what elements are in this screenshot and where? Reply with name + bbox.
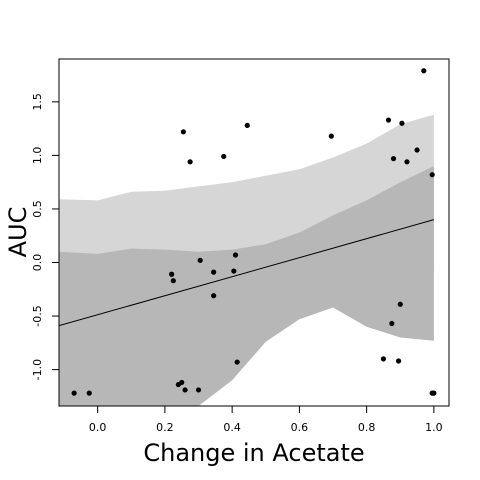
y-tick-label: 0.5 <box>31 200 44 218</box>
x-axis-title: Change in Acetate <box>143 439 364 467</box>
data-point <box>235 359 240 364</box>
y-axis-title: AUC <box>4 207 32 258</box>
data-point <box>431 391 436 396</box>
y-axis: -1.0 -0.5 0.0 0.5 1.0 1.5 <box>31 93 59 380</box>
x-tick-label: 1.0 <box>425 421 443 434</box>
data-point <box>171 278 176 283</box>
data-point <box>386 117 391 122</box>
data-point <box>221 154 226 159</box>
data-point <box>231 268 236 273</box>
data-point <box>421 68 426 73</box>
data-point <box>188 159 193 164</box>
data-point <box>245 123 250 128</box>
data-point <box>196 387 201 392</box>
data-point <box>169 272 174 277</box>
x-tick-label: 0.4 <box>223 421 241 434</box>
data-point <box>398 302 403 307</box>
data-point <box>396 358 401 363</box>
data-point <box>389 321 394 326</box>
data-point <box>181 129 186 134</box>
data-point <box>198 258 203 263</box>
data-point <box>233 252 238 257</box>
x-axis: 0.0 0.2 0.4 0.6 0.8 1.0 <box>89 406 443 434</box>
data-point <box>391 156 396 161</box>
x-tick-label: 0.0 <box>89 421 107 434</box>
data-point <box>72 391 77 396</box>
y-tick-label: 1.5 <box>31 93 44 111</box>
x-tick-label: 0.8 <box>358 421 376 434</box>
data-point <box>404 159 409 164</box>
y-tick-label: 0.0 <box>31 254 44 272</box>
data-point <box>211 270 216 275</box>
y-tick-label: 1.0 <box>31 147 44 165</box>
data-point <box>399 121 404 126</box>
data-point <box>179 380 184 385</box>
x-tick-label: 0.6 <box>291 421 309 434</box>
data-point <box>329 134 334 139</box>
plot-area <box>59 115 434 406</box>
data-point <box>430 172 435 177</box>
data-point <box>414 147 419 152</box>
x-tick-label: 0.2 <box>156 421 174 434</box>
data-point <box>381 356 386 361</box>
y-tick-label: -0.5 <box>31 305 44 326</box>
data-point <box>211 293 216 298</box>
y-tick-label: -1.0 <box>31 359 44 380</box>
data-point <box>182 387 187 392</box>
data-point <box>87 391 92 396</box>
